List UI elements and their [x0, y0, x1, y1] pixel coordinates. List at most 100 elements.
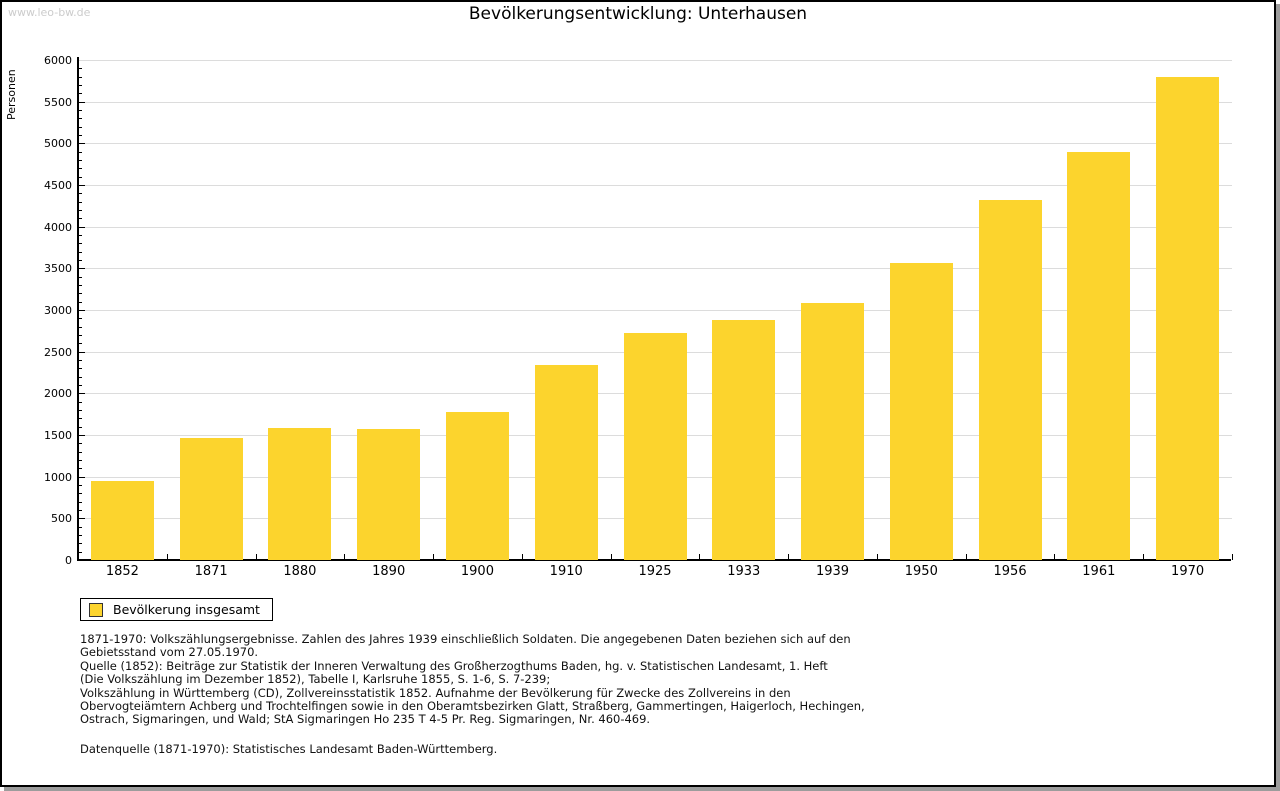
gridline [78, 268, 1232, 270]
gridline [78, 60, 1232, 61]
y-minor-tick [78, 168, 82, 170]
y-minor-tick [78, 135, 82, 136]
y-minor-tick [78, 493, 82, 495]
bar-1933 [712, 320, 776, 560]
y-tick-label: 2500 [44, 345, 72, 359]
x-tick-label: 1925 [638, 564, 672, 579]
y-minor-tick [78, 443, 82, 445]
y-major-tick [78, 143, 85, 145]
legend: Bevölkerung insgesamt [80, 598, 273, 621]
plot-area: 1852 1871 1880 1890 1900 1910 1925 1933 1939 1950… [77, 57, 1233, 579]
y-tick-label: 2000 [44, 387, 72, 401]
y-major-tick [78, 435, 85, 436]
y-minor-tick [78, 151, 82, 153]
y-minor-tick [78, 376, 82, 378]
footnote-line: Obervogteiämtern Achberg und Trochtelfin… [80, 699, 865, 714]
y-minor-tick [78, 360, 82, 361]
x-tick-label: 1970 [1171, 564, 1205, 579]
y-major-tick [78, 393, 85, 395]
datenquelle-note: Datenquelle (1871-1970): Statistisches L… [80, 742, 498, 756]
x-boundary-tick [1232, 554, 1233, 560]
y-minor-tick [78, 318, 82, 320]
footnote-line: Volkszählung in Württemberg (CD), Zollve… [80, 685, 791, 700]
y-tick-label: 4000 [44, 220, 72, 234]
bar-1925 [623, 333, 687, 560]
y-tick-label: 1000 [44, 470, 72, 484]
x-boundary-tick [522, 554, 523, 560]
x-boundary-tick [966, 554, 967, 560]
gridline [78, 310, 1232, 311]
y-minor-tick [78, 235, 82, 236]
y-minor-tick [78, 76, 82, 78]
x-boundary-tick [167, 554, 168, 560]
bar-1852 [90, 480, 154, 560]
y-minor-tick [78, 126, 82, 128]
y-minor-tick [78, 485, 82, 486]
x-boundary-tick [256, 554, 257, 560]
y-minor-tick [78, 426, 82, 428]
x-tick-label: 1880 [283, 564, 317, 579]
y-tick-label: 4500 [44, 179, 72, 192]
y-minor-tick [78, 176, 82, 178]
y-minor-tick [78, 501, 82, 503]
y-minor-tick [78, 243, 82, 245]
y-major-tick [78, 226, 85, 228]
source-notes: 1871-1970: Volkszählungsergebnisse. Zahl… [80, 632, 865, 727]
y-minor-tick [78, 526, 82, 528]
y-major-tick [78, 268, 85, 270]
x-boundary-tick [433, 554, 434, 560]
y-major-tick [78, 476, 85, 478]
y-minor-tick [78, 335, 82, 336]
y-minor-tick [78, 251, 82, 253]
y-minor-tick [78, 418, 82, 420]
x-tick-label: 1933 [727, 564, 761, 579]
y-minor-tick [78, 85, 82, 86]
y-tick-label: 3500 [44, 262, 72, 276]
x-boundary-tick [877, 554, 878, 560]
y-major-tick [78, 351, 85, 353]
y-minor-tick [78, 193, 82, 195]
x-boundary-tick [344, 554, 345, 560]
x-tick-label: 1900 [460, 564, 494, 579]
y-tick-label: 5500 [44, 95, 72, 109]
y-minor-tick [78, 110, 82, 111]
gridline [78, 101, 1232, 103]
y-minor-tick [78, 218, 82, 220]
bar-1871 [179, 438, 243, 560]
y-minor-tick [78, 401, 82, 403]
y-minor-tick [78, 551, 82, 553]
y-axis-line [77, 57, 79, 561]
x-boundary-tick [611, 554, 612, 560]
x-tick-label: 1890 [372, 564, 406, 579]
x-tick-label: 1871 [194, 564, 228, 579]
y-minor-tick [78, 68, 82, 70]
y-minor-tick [78, 510, 82, 511]
bar-1939 [801, 303, 865, 560]
y-minor-tick [78, 410, 82, 411]
y-tick-label: 1500 [44, 429, 72, 442]
y-major-tick [78, 101, 85, 103]
legend-swatch-icon [89, 602, 103, 617]
y-minor-tick [78, 210, 82, 211]
footnote-line: Gebietsstand vom 27.05.1970. [80, 645, 259, 660]
footnote-line: (Die Volkszählung im Dezember 1852), Tab… [80, 672, 551, 687]
footnote-line: 1871-1970: Volkszählungsergebnisse. Zahl… [80, 632, 851, 646]
y-tick-label: 5000 [44, 137, 72, 151]
y-axis-tick-labels: 0 500 1000 1500 2000 2500 3000 3500 4000 4500 5000… [2, 54, 72, 567]
x-tick-label: 1939 [815, 564, 850, 579]
x-tick-label: 1956 [993, 564, 1027, 579]
y-minor-tick [78, 385, 82, 386]
y-major-tick [78, 310, 85, 311]
y-minor-tick [78, 326, 82, 328]
x-axis-line [77, 559, 1231, 561]
watermark: www.leo-bw.de [8, 6, 91, 19]
gridline [78, 226, 1232, 228]
bar-1880 [268, 427, 332, 560]
y-minor-tick [78, 93, 82, 95]
y-minor-tick [78, 276, 82, 278]
y-tick-label: 500 [51, 512, 72, 526]
y-minor-tick [78, 293, 82, 295]
y-minor-tick [78, 468, 82, 470]
y-minor-tick [78, 201, 82, 203]
